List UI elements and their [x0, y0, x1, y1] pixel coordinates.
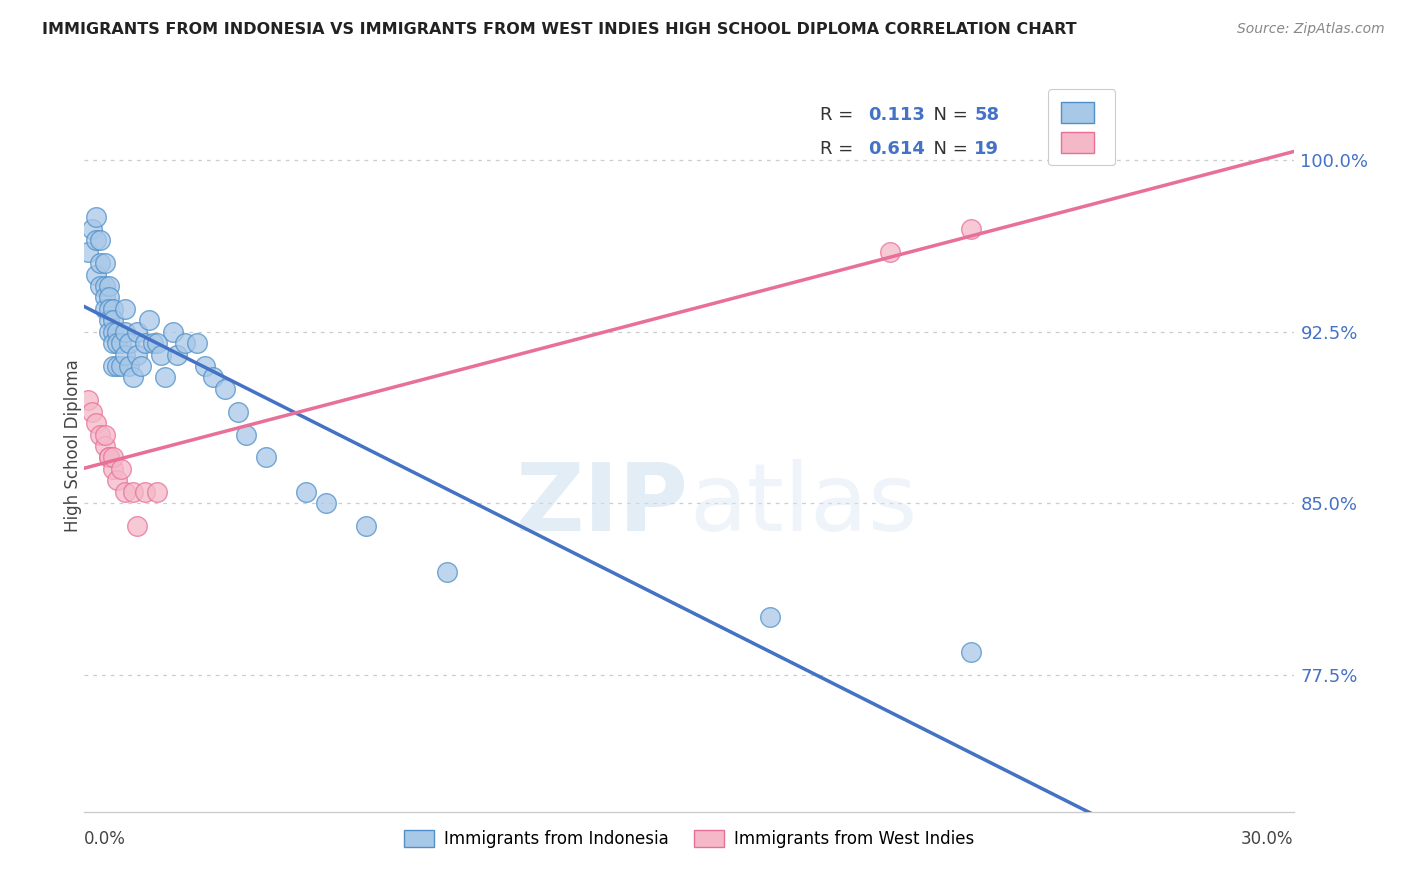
Point [89, 256, 111, 270]
Point [118, 336, 141, 351]
Point [174, 336, 197, 351]
Point [125, 325, 148, 339]
Point [125, 347, 148, 362]
Point [121, 370, 143, 384]
Point [77, 244, 100, 259]
Point [118, 359, 141, 373]
Point [101, 450, 124, 465]
Point [186, 336, 208, 351]
Text: 58: 58 [974, 106, 1000, 124]
Point [93, 301, 115, 316]
Point [114, 484, 136, 499]
Text: R =: R = [820, 106, 859, 124]
Point [110, 336, 132, 351]
Point [89, 279, 111, 293]
Text: 19: 19 [974, 140, 1000, 158]
Point [97, 290, 120, 304]
Point [149, 347, 172, 362]
Point [101, 336, 124, 351]
Point [97, 313, 120, 327]
Point [162, 325, 184, 339]
Point [114, 301, 136, 316]
Y-axis label: High School Diploma: High School Diploma [65, 359, 82, 533]
Point [110, 359, 132, 373]
Point [101, 301, 124, 316]
Text: atlas: atlas [689, 458, 917, 550]
Text: ZIP: ZIP [516, 458, 689, 550]
Point [960, 645, 983, 659]
Point [86, 268, 108, 282]
Legend: Immigrants from Indonesia, Immigrants from West Indies: Immigrants from Indonesia, Immigrants fr… [398, 823, 980, 855]
Text: N =: N = [922, 140, 974, 158]
Point [114, 325, 136, 339]
Text: Source: ZipAtlas.com: Source: ZipAtlas.com [1237, 22, 1385, 37]
Point [125, 519, 148, 533]
Point [142, 336, 165, 351]
Text: N =: N = [922, 106, 974, 124]
Point [77, 393, 100, 408]
Point [86, 233, 108, 247]
Point [121, 484, 143, 499]
Point [202, 370, 225, 384]
Point [254, 450, 277, 465]
Point [134, 336, 156, 351]
Point [101, 313, 124, 327]
Point [105, 336, 128, 351]
Point [89, 427, 111, 442]
Point [101, 462, 124, 476]
Point [134, 484, 156, 499]
Point [235, 427, 257, 442]
Text: IMMIGRANTS FROM INDONESIA VS IMMIGRANTS FROM WEST INDIES HIGH SCHOOL DIPLOMA COR: IMMIGRANTS FROM INDONESIA VS IMMIGRANTS … [42, 22, 1077, 37]
Point [146, 484, 169, 499]
Point [214, 382, 236, 396]
Text: 0.113: 0.113 [868, 106, 925, 124]
Point [101, 325, 124, 339]
Point [879, 244, 901, 259]
Text: 0.0%: 0.0% [84, 830, 127, 848]
Point [315, 496, 337, 510]
Point [356, 519, 378, 533]
Point [93, 256, 115, 270]
Point [93, 290, 115, 304]
Point [758, 610, 780, 624]
Point [114, 347, 136, 362]
Point [129, 359, 152, 373]
Text: 0.614: 0.614 [868, 140, 925, 158]
Point [97, 279, 120, 293]
Point [82, 405, 104, 419]
Point [436, 565, 458, 579]
Point [86, 211, 108, 225]
Point [97, 301, 120, 316]
Point [86, 416, 108, 430]
Point [194, 359, 217, 373]
Point [295, 484, 318, 499]
Point [97, 450, 120, 465]
Point [97, 325, 120, 339]
Point [93, 279, 115, 293]
Point [105, 473, 128, 487]
Point [93, 427, 115, 442]
Point [960, 222, 983, 236]
Text: 30.0%: 30.0% [1241, 830, 1294, 848]
Point [166, 347, 188, 362]
Point [89, 233, 111, 247]
Point [82, 222, 104, 236]
Point [97, 450, 120, 465]
Point [146, 336, 169, 351]
Point [153, 370, 176, 384]
Point [101, 359, 124, 373]
Text: R =: R = [820, 140, 859, 158]
Point [138, 313, 160, 327]
Point [93, 439, 115, 453]
Point [110, 462, 132, 476]
Point [105, 325, 128, 339]
Point [105, 359, 128, 373]
Point [226, 405, 249, 419]
